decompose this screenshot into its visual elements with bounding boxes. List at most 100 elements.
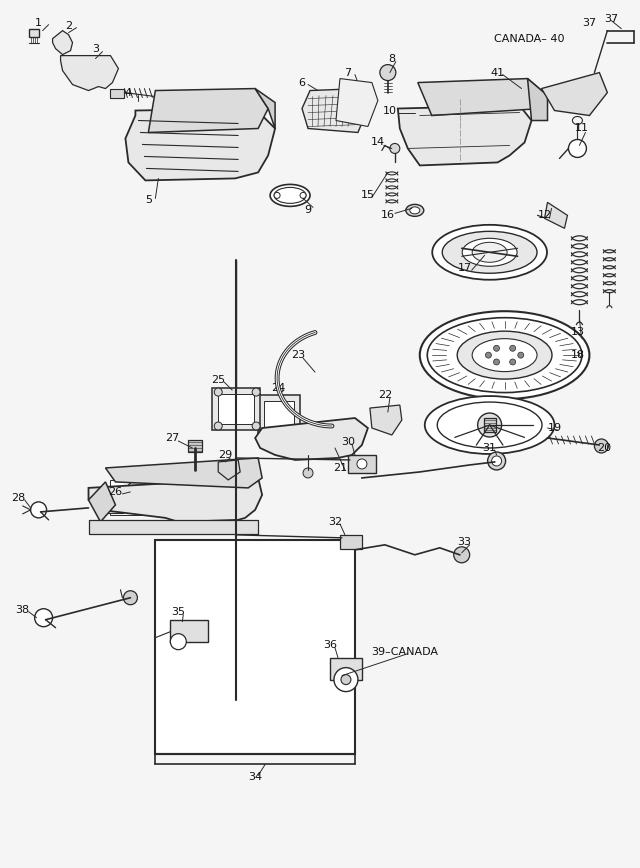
Text: CANADA– 40: CANADA– 40 [494,34,564,43]
Text: 3: 3 [92,43,99,54]
Circle shape [341,674,351,685]
Text: 14: 14 [371,137,385,148]
Text: 20: 20 [597,443,611,453]
Circle shape [492,456,502,466]
Text: 28: 28 [12,493,26,503]
Circle shape [375,409,389,423]
Circle shape [35,608,52,627]
Text: 35: 35 [172,607,186,617]
Bar [258,395,300,433]
Text: 34: 34 [248,773,262,782]
Circle shape [127,480,150,504]
Polygon shape [106,458,262,488]
Circle shape [390,143,400,154]
Text: 27: 27 [165,433,179,443]
Circle shape [274,193,280,199]
Polygon shape [88,482,115,522]
Circle shape [300,193,306,199]
Circle shape [357,459,367,469]
Polygon shape [255,89,275,128]
Circle shape [454,547,470,562]
Circle shape [108,498,120,510]
Ellipse shape [425,396,554,454]
Ellipse shape [274,187,306,203]
Text: 7: 7 [344,68,351,77]
Bar [330,658,362,680]
Text: 30: 30 [341,437,355,447]
Ellipse shape [410,207,420,214]
Polygon shape [370,405,402,435]
Ellipse shape [283,435,333,455]
Circle shape [486,352,492,358]
Polygon shape [336,79,378,127]
Circle shape [518,352,524,358]
Polygon shape [52,30,72,55]
Ellipse shape [211,148,253,169]
Polygon shape [255,418,368,460]
Ellipse shape [420,312,589,399]
Polygon shape [218,460,240,480]
Ellipse shape [329,425,351,439]
Text: 39–CANADA: 39–CANADA [371,647,438,657]
Text: 6: 6 [298,77,305,88]
Text: 24: 24 [271,383,285,393]
Circle shape [95,76,106,86]
Text: 19: 19 [547,423,561,433]
Text: 12: 12 [538,210,552,220]
Text: 31: 31 [483,443,497,453]
Circle shape [72,67,84,79]
Polygon shape [148,89,268,133]
Bar [264,401,294,427]
Ellipse shape [472,242,507,262]
Bar [218,394,254,424]
Text: 17: 17 [458,263,472,273]
Circle shape [477,413,502,437]
Ellipse shape [428,318,582,392]
Circle shape [303,468,313,478]
Bar [170,620,208,641]
Ellipse shape [472,339,537,372]
Text: 21: 21 [333,463,347,473]
Polygon shape [418,79,547,115]
Bar [148,480,183,500]
Text: 11: 11 [575,123,588,134]
Text: 5: 5 [145,195,152,206]
Bar [348,455,376,473]
Ellipse shape [406,204,424,216]
Text: 32: 32 [328,516,342,527]
Bar [156,540,355,754]
Text: 18: 18 [570,350,584,360]
Circle shape [158,483,172,496]
Bar [340,535,362,549]
Circle shape [509,345,516,352]
Polygon shape [88,520,258,534]
Bar [212,388,260,430]
Text: 10: 10 [383,106,397,115]
Text: 1: 1 [35,17,42,28]
Circle shape [493,359,499,365]
Bar [111,89,124,97]
Circle shape [252,422,260,430]
Ellipse shape [462,239,517,266]
Circle shape [132,486,145,498]
Ellipse shape [457,332,552,379]
Text: 16: 16 [381,210,395,220]
Text: 33: 33 [458,536,472,547]
Circle shape [488,452,506,470]
Text: 2: 2 [65,21,72,30]
Bar [188,440,202,452]
Circle shape [493,345,499,352]
Ellipse shape [222,151,242,166]
Circle shape [568,140,586,157]
Polygon shape [398,106,532,166]
Polygon shape [545,202,568,228]
Polygon shape [125,108,275,181]
Bar [111,480,200,515]
Circle shape [170,634,186,649]
Circle shape [214,422,222,430]
Text: 38: 38 [15,605,29,615]
Circle shape [61,59,70,67]
Ellipse shape [270,184,310,207]
Text: 15: 15 [361,190,375,201]
Ellipse shape [206,143,258,174]
